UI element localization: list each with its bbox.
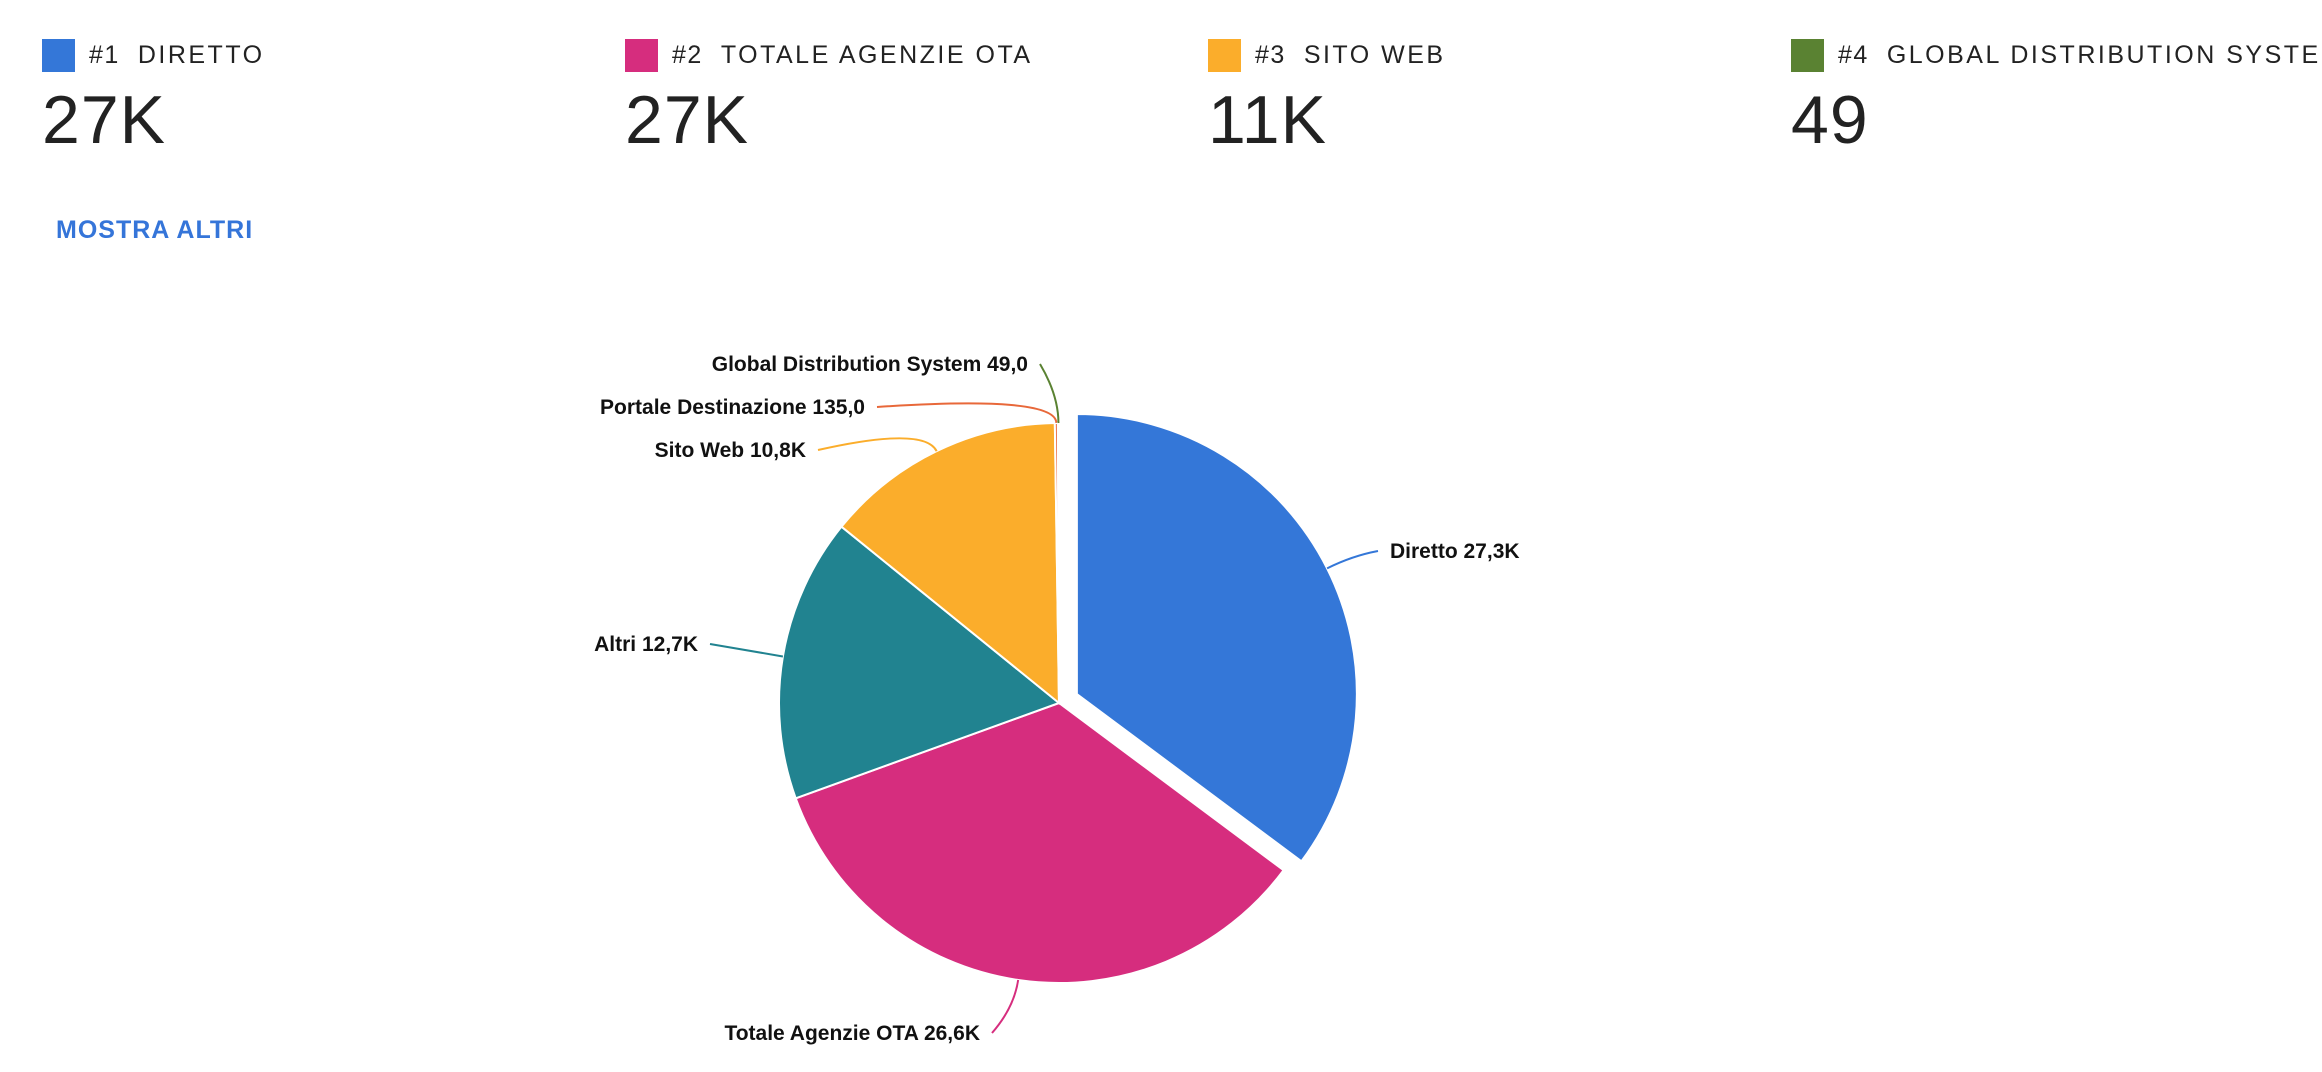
summary-rank: #1 [89,40,120,69]
pie-slice-sito-web[interactable] [840,422,1061,706]
summary-name: TOTALE AGENZIE OTA [720,40,1033,69]
summary-rank: #4 [1838,40,1869,69]
summary-value: 27K [42,82,166,158]
data-label: Portale Destinazione 135,0 [600,396,865,419]
connector-line [1326,550,1379,570]
connector-line [876,402,1058,424]
summary-stats: #1 DIRETTO 27K #2 TOTALE AGENZIE OTA 27K… [42,38,2322,168]
summary-item-totale-agenzie-ota: #2 TOTALE AGENZIE OTA 27K [625,38,1033,168]
summary-value: 49 [1791,82,1869,158]
pie-slice-diretto[interactable] [1075,413,1358,863]
summary-name: GLOBAL DISTRIBUTION SYSTEM [1886,40,2322,69]
connector-line [709,643,784,658]
data-label: Totale Agenzie OTA 26,6K [724,1022,980,1045]
data-label: Sito Web 10,8K [655,439,806,462]
summary-value: 11K [1208,82,1327,158]
pie-slice-altri[interactable] [778,525,1062,800]
summary-rank: #2 [672,40,703,69]
legend-swatch [42,38,75,72]
connector-line [1039,363,1060,424]
connector-line [817,437,938,452]
summary-name: DIRETTO [137,40,265,69]
legend-swatch [625,38,658,72]
connector-line [991,979,1020,1034]
summary-rank: #3 [1255,40,1286,69]
show-more-button[interactable]: MOSTRA ALTRI [56,216,254,244]
summary-value: 27K [625,82,749,158]
data-label: Diretto 27,3K [1390,540,1520,563]
legend-swatch [1208,38,1241,72]
summary-item-diretto: #1 DIRETTO 27K [42,38,265,168]
summary-name: SITO WEB [1303,40,1446,69]
data-label: Altri 12,7K [594,633,698,656]
summary-item-global-distribution-system: #4 GLOBAL DISTRIBUTION SYSTEM 49 [1791,38,2322,168]
pie-slice-global-distribution-system[interactable] [1056,421,1060,704]
data-label: Global Distribution System 49,0 [712,353,1028,376]
legend-swatch [1791,38,1824,72]
summary-item-sito-web: #3 SITO WEB 11K [1208,38,1446,168]
